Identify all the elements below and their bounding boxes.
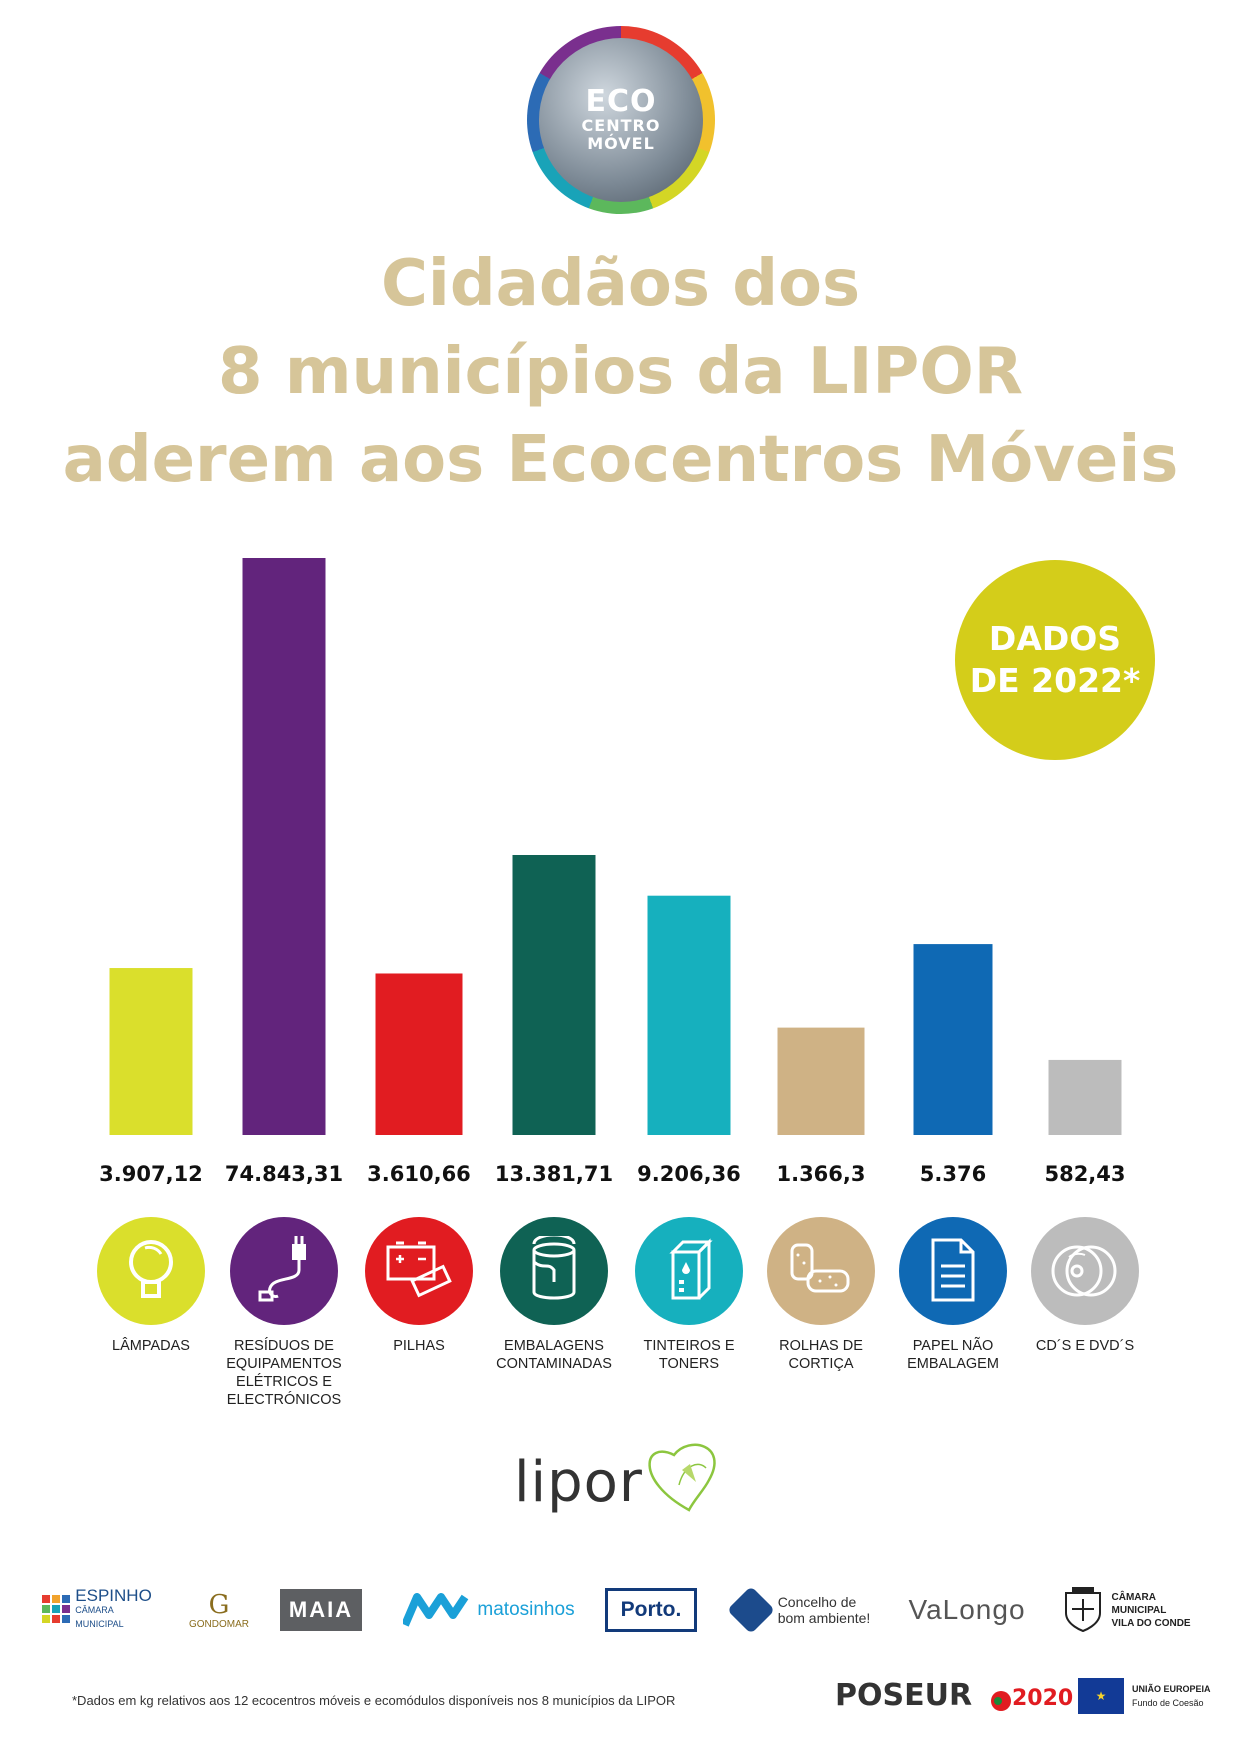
disc-icon (1031, 1217, 1139, 1325)
category-label-line: TONERS (658, 1356, 720, 1372)
category-label-line: ROLHAS DE (779, 1338, 863, 1354)
category-label-line: EMBALAGENS (504, 1338, 604, 1354)
category-label-line: CD´S E DVD´S (1035, 1338, 1135, 1354)
matosinhos-name: matosinhos (477, 1599, 575, 1620)
badge-line1: DADOS (988, 619, 1122, 658)
category-label-1: LÂMPADAS (81, 1337, 221, 1355)
bar-3 (375, 973, 463, 1135)
portugal-2020-logo: 2020 (990, 1668, 1074, 1728)
category-label-4: EMBALAGENS CONTAMINADAS (484, 1337, 624, 1373)
category-label-line: ELÉTRICOS E (236, 1374, 332, 1390)
value-label-3: 3.610,66 (367, 1162, 471, 1186)
value-label-8: 582,43 (1044, 1162, 1126, 1186)
bar-8 (1048, 1059, 1122, 1135)
bom-ambiente-logo: Concelho de bom ambiente! (726, 1580, 877, 1640)
title-line3: aderem aos Ecocentros Móveis (62, 423, 1179, 497)
bom-ambiente-line2: bom ambiente! (777, 1610, 871, 1626)
lipor-wordmark: lipor (514, 1450, 643, 1515)
valongo-logo: VaLongo (897, 1580, 1037, 1640)
ink-cartridge-icon (635, 1217, 743, 1325)
lightbulb-icon (97, 1217, 205, 1325)
value-label-6: 1.366,3 (776, 1162, 866, 1186)
page-title: Cidadãos dos 8 municípios da LIPOR adere… (0, 240, 1241, 504)
footnote: *Dados em kg relativos aos 12 ecocentros… (72, 1693, 676, 1708)
value-label-7: 5.376 (919, 1162, 987, 1186)
plug-icon (230, 1217, 338, 1325)
title-line1: Cidadãos dos (380, 247, 861, 321)
bar-2 (242, 558, 326, 1135)
category-label-line: CORTIÇA (788, 1356, 854, 1372)
espinho-sub: CÂMARA MUNICIPAL (75, 1605, 124, 1629)
maia-logo: MAIA (280, 1580, 362, 1640)
maia-name: MAIA (280, 1589, 362, 1631)
valongo-name: VaLongo (908, 1594, 1026, 1625)
category-label-line: PAPEL NÃO (912, 1338, 994, 1354)
matosinhos-logo: matosinhos (393, 1580, 585, 1640)
bom-ambiente-line1: Concelho de (777, 1594, 857, 1610)
portugal-2020-year: 2020 (1012, 1686, 1074, 1711)
category-label-5: TINTEIROS E TONERS (619, 1337, 759, 1373)
vila-do-conde-logo: CÂMARA MUNICIPAL VILA DO CONDE (1062, 1580, 1212, 1640)
category-label-line: TINTEIROS E (643, 1338, 735, 1354)
category-label-7: PAPEL NÃO EMBALAGEM (883, 1337, 1023, 1373)
poseur-name: POSEUR (835, 1678, 973, 1713)
title-line2: 8 municípios da LIPOR (218, 335, 1023, 409)
gondomar-logo: G GONDOMAR (184, 1580, 254, 1640)
eu-flag-icon: ★ (1078, 1678, 1124, 1714)
eu-line1: UNIÃO EUROPEIA (1132, 1684, 1211, 1694)
vila-do-conde-line2: VILA DO CONDE (1111, 1617, 1191, 1629)
category-label-line: PILHAS (393, 1338, 445, 1354)
porto-name: Porto. (605, 1588, 697, 1632)
logo-line2: CENTRO (581, 116, 661, 135)
value-label-1: 3.907,12 (99, 1162, 203, 1186)
bar-4 (512, 854, 596, 1135)
category-label-line: RESÍDUOS DE (234, 1338, 334, 1354)
paper-icon (899, 1217, 1007, 1325)
espinho-logo: ESPINHO CÂMARA MUNICIPAL (42, 1580, 162, 1640)
espinho-mosaic-icon (42, 1595, 70, 1623)
cork-icon (767, 1217, 875, 1325)
portugal-flag-icon (991, 1691, 1011, 1711)
battery-icon (365, 1217, 473, 1325)
eu-logo: ★ UNIÃO EUROPEIA Fundo de Coesão (1078, 1668, 1218, 1728)
logo-line3: MÓVEL (587, 134, 655, 153)
category-label-line: EQUIPAMENTOS (226, 1356, 342, 1372)
category-label-line: EMBALAGEM (907, 1356, 999, 1372)
vila-do-conde-line1: CÂMARA MUNICIPAL (1111, 1591, 1167, 1616)
gondomar-g-icon: G (208, 1589, 230, 1620)
espinho-name: ESPINHO (75, 1586, 152, 1605)
category-label-6: ROLHAS DE CORTIÇA (751, 1337, 891, 1373)
eu-line2: Fundo de Coesão (1132, 1698, 1204, 1708)
heart-icon (648, 1443, 716, 1512)
value-label-2: 74.843,31 (224, 1162, 344, 1186)
category-label-8: CD´S E DVD´S (1015, 1337, 1155, 1355)
logo-inner: ECO CENTRO MÓVEL (539, 38, 703, 202)
value-label-4: 13.381,71 (494, 1162, 614, 1186)
porto-logo: Porto. (605, 1580, 697, 1640)
data-year-badge: DADOS DE 2022* (955, 560, 1155, 760)
bar-7 (913, 944, 993, 1135)
bom-ambiente-icon (726, 1585, 775, 1635)
matosinhos-m-icon (403, 1593, 469, 1627)
value-label-5: 9.206,36 (637, 1162, 741, 1186)
category-label-3: PILHAS (349, 1337, 489, 1355)
bar-1 (109, 968, 193, 1135)
category-label-line: LÂMPADAS (112, 1338, 190, 1354)
logo-line1: ECO (585, 84, 657, 119)
gondomar-name: GONDOMAR (189, 1618, 249, 1630)
poseur-logo: POSEUR (835, 1668, 973, 1728)
municipalities-row: ESPINHO CÂMARA MUNICIPAL G GONDOMAR MAIA… (0, 1580, 1241, 1640)
badge-line2: DE 2022* (969, 661, 1141, 700)
category-label-line: ELECTRÓNICOS (226, 1392, 342, 1408)
category-label-2: RESÍDUOS DE EQUIPAMENTOS ELÉTRICOS E ELECTR… (214, 1337, 354, 1409)
paint-can-icon (500, 1217, 608, 1325)
category-label-line: CONTAMINADAS (496, 1356, 612, 1372)
lipor-logo: lipor (514, 1430, 734, 1540)
eco-centro-movel-logo: ECO CENTRO MÓVEL (527, 26, 715, 214)
vila-do-conde-crest-icon (1065, 1587, 1101, 1633)
bar-6 (777, 1027, 865, 1135)
bar-5 (647, 895, 731, 1135)
